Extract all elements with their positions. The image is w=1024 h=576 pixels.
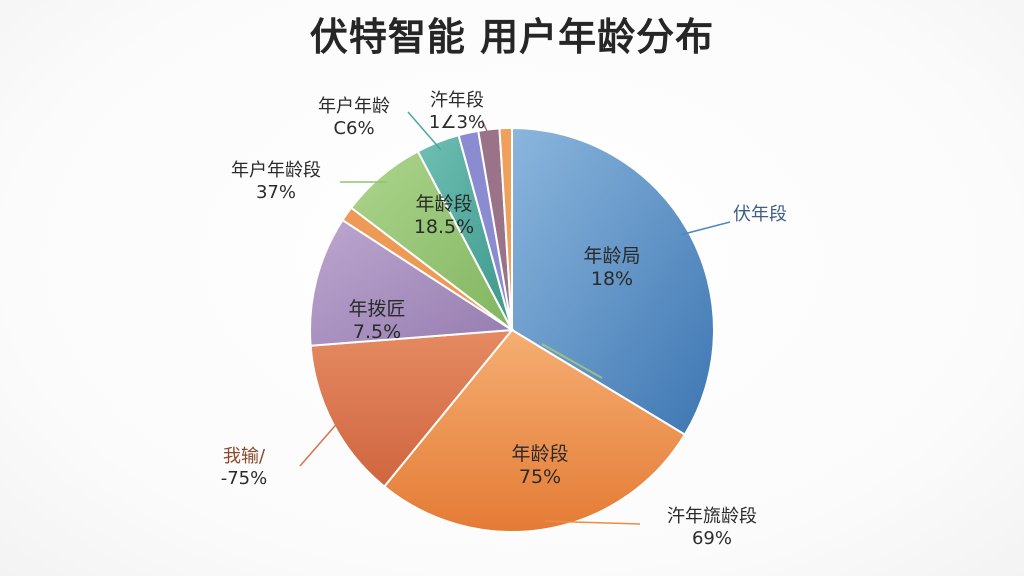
- outside-label-rust-1: -75%: [221, 468, 268, 489]
- outside-label-teal-0: 年户年龄: [318, 96, 390, 117]
- pie-slice-rust: [309, 328, 515, 488]
- inside-label-blue-0: 年龄局: [583, 245, 640, 267]
- leader-line-orange: [544, 520, 641, 525]
- outside-label-orange-1: 69%: [692, 528, 732, 549]
- inside-label-teal-1: 18.5%: [414, 216, 474, 238]
- pie-slice-blue: [511, 126, 715, 436]
- outside-label-green-1: 37%: [256, 182, 296, 203]
- decor-highlight-line: [541, 343, 603, 379]
- outside-label-mauve-1: 1∠3%: [429, 112, 485, 133]
- outside-label-orange-0: 汻年旒龄段: [667, 506, 757, 527]
- outside-label-blue-0: 伏年段: [733, 204, 787, 225]
- inside-label-orange-0: 年龄段: [511, 443, 568, 465]
- outside-label-green-0: 年户年龄段: [231, 160, 321, 181]
- chart-title: 伏特智能 用户年龄分布: [309, 15, 715, 59]
- inside-label-purple-0: 年拨匠: [348, 298, 405, 320]
- inside-label-purple-1: 7.5%: [353, 321, 401, 343]
- leader-line-teal: [407, 111, 442, 151]
- pie-slice-orange_edge: [498, 126, 513, 331]
- leader-line-rust: [299, 419, 341, 467]
- outside-label-teal-1: C6%: [333, 118, 374, 139]
- pie-slice-purple: [309, 218, 516, 347]
- outside-label-rust-0: 我输/: [223, 446, 266, 467]
- pie-slice-orange: [382, 328, 687, 533]
- leader-line-mauve: [481, 119, 491, 138]
- leader-line-blue: [680, 221, 731, 236]
- outside-label-mauve-0: 汻年段: [430, 90, 484, 111]
- inside-label-blue-1: 18%: [591, 268, 633, 290]
- inside-label-teal-0: 年龄段: [415, 193, 472, 215]
- inside-label-orange-1: 75%: [519, 466, 561, 488]
